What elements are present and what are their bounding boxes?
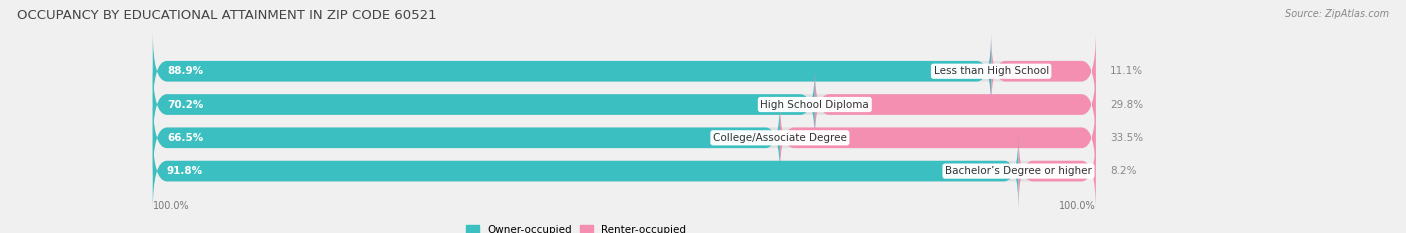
- Text: 70.2%: 70.2%: [167, 99, 204, 110]
- FancyBboxPatch shape: [153, 98, 780, 177]
- Text: Less than High School: Less than High School: [934, 66, 1049, 76]
- Text: 33.5%: 33.5%: [1109, 133, 1143, 143]
- Text: High School Diploma: High School Diploma: [761, 99, 869, 110]
- Text: 29.8%: 29.8%: [1109, 99, 1143, 110]
- FancyBboxPatch shape: [153, 32, 1095, 111]
- Text: 88.9%: 88.9%: [167, 66, 202, 76]
- Text: 91.8%: 91.8%: [167, 166, 202, 176]
- Text: Bachelor’s Degree or higher: Bachelor’s Degree or higher: [945, 166, 1092, 176]
- Text: 8.2%: 8.2%: [1109, 166, 1136, 176]
- FancyBboxPatch shape: [991, 32, 1095, 111]
- FancyBboxPatch shape: [815, 65, 1095, 144]
- FancyBboxPatch shape: [153, 98, 1095, 177]
- FancyBboxPatch shape: [153, 131, 1018, 211]
- Text: Source: ZipAtlas.com: Source: ZipAtlas.com: [1285, 9, 1389, 19]
- Text: 100.0%: 100.0%: [153, 201, 190, 211]
- Text: College/Associate Degree: College/Associate Degree: [713, 133, 846, 143]
- Legend: Owner-occupied, Renter-occupied: Owner-occupied, Renter-occupied: [463, 221, 690, 233]
- Text: 66.5%: 66.5%: [167, 133, 204, 143]
- FancyBboxPatch shape: [153, 65, 1095, 144]
- Text: OCCUPANCY BY EDUCATIONAL ATTAINMENT IN ZIP CODE 60521: OCCUPANCY BY EDUCATIONAL ATTAINMENT IN Z…: [17, 9, 436, 22]
- FancyBboxPatch shape: [1018, 131, 1095, 211]
- FancyBboxPatch shape: [153, 32, 991, 111]
- Text: 11.1%: 11.1%: [1109, 66, 1143, 76]
- FancyBboxPatch shape: [780, 98, 1095, 177]
- FancyBboxPatch shape: [153, 65, 815, 144]
- Text: 100.0%: 100.0%: [1059, 201, 1095, 211]
- FancyBboxPatch shape: [153, 131, 1095, 211]
